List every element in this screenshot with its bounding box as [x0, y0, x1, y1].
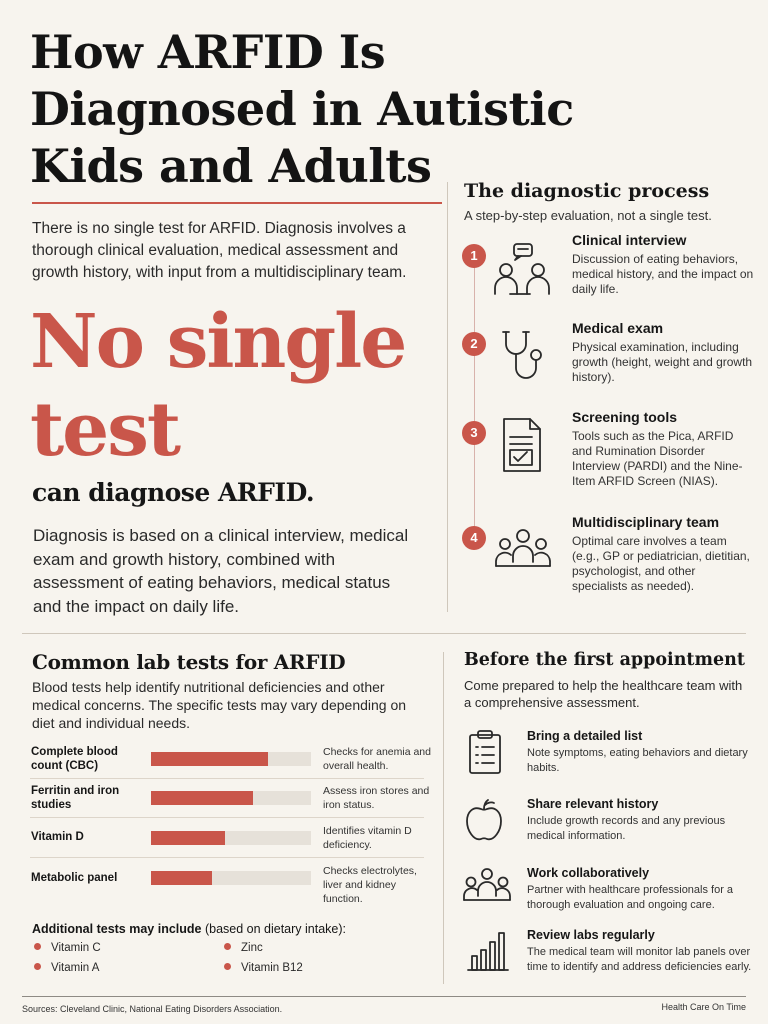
clipboard-list-icon: [469, 730, 501, 774]
title-divider: [32, 202, 442, 204]
before-item-desc: Partner with healthcare professionals fo…: [527, 884, 734, 911]
footer-divider: [22, 996, 746, 997]
lab-row-vitamin-d: Vitamin D Identifies vitamin D deficienc…: [30, 822, 424, 858]
additional-test-label: Vitamin B12: [241, 962, 303, 974]
step-title: Medical exam: [572, 320, 664, 336]
hero-line-1: No single: [30, 299, 407, 385]
step-title: Multidisciplinary team: [572, 514, 720, 530]
lab-bar-fill: [151, 871, 212, 885]
lab-desc: Checks for anemia and overall health.: [323, 746, 431, 772]
step-number: 4: [462, 526, 486, 550]
lab-desc: Assess iron stores and iron status.: [323, 785, 430, 811]
labs-intro: Blood tests help identify nutritional de…: [32, 679, 407, 731]
additional-test-item: Vitamin B12: [224, 962, 303, 974]
lab-name: Metabolic panel: [31, 872, 118, 884]
apple-icon: [466, 799, 502, 841]
lab-name: Vitamin D: [31, 831, 84, 843]
step-title: Screening tools: [572, 409, 678, 425]
lab-bar-track: [151, 791, 311, 805]
additional-test-item: Vitamin C: [34, 942, 101, 954]
process-title: The diagnostic process: [464, 180, 710, 202]
lab-row-cbc: Complete blood count (CBC) Checks for an…: [30, 743, 431, 779]
before-item-desc: Note symptoms, eating behaviors and diet…: [527, 747, 748, 774]
column-divider-bottom: [443, 652, 444, 984]
additional-tests-heading: Additional tests may include (based on d…: [32, 922, 346, 936]
lab-bar-fill: [151, 831, 225, 845]
step-title: Clinical interview: [572, 232, 687, 248]
steps-connector: [474, 256, 475, 542]
people-icon: [463, 868, 511, 901]
step-desc: Optimal care involves a team (e.g., GP o…: [572, 534, 750, 593]
hero-headline: No single test: [30, 298, 440, 474]
additional-test-item: Vitamin A: [34, 962, 99, 974]
lab-bar-track: [151, 871, 311, 885]
bullet-dot: [224, 943, 231, 950]
before-item-title: Work collaboratively: [527, 866, 650, 880]
bullet-dot: [34, 943, 41, 950]
before-subtitle: Come prepared to help the healthcare tea…: [464, 678, 743, 710]
step-desc: Tools such as the Pica, ARFID and Rumina…: [572, 429, 743, 488]
hero-body: Diagnosis is based on a clinical intervi…: [33, 526, 409, 616]
before-item-title: Share relevant history: [527, 797, 659, 811]
bar-chart-icon: [467, 932, 509, 971]
before-item-desc: Include growth records and any previous …: [527, 815, 726, 842]
labs-title: Common lab tests for ARFID: [32, 650, 346, 674]
before-item-title: Review labs regularly: [527, 928, 655, 942]
additional-test-label: Vitamin A: [51, 962, 100, 974]
lab-name: Complete blood count (CBC): [31, 746, 118, 772]
stethoscope-icon: [502, 331, 542, 379]
step-number: 2: [462, 332, 486, 356]
lab-desc: Checks electrolytes, liver and kidney fu…: [323, 865, 417, 905]
intro-text: There is no single test for ARFID. Diagn…: [32, 220, 407, 281]
lab-desc: Identifies vitamin D deficiency.: [323, 825, 412, 851]
footer-brand: Health Care On Time: [661, 1002, 746, 1012]
bullet-dot: [224, 963, 231, 970]
step-number: 1: [462, 244, 486, 268]
column-divider: [447, 182, 448, 612]
before-item-desc: The medical team will monitor lab panels…: [527, 946, 752, 973]
step-desc: Physical examination, including growth (…: [572, 340, 753, 384]
lab-bar-fill: [151, 791, 254, 805]
step-number: 3: [462, 421, 486, 445]
clinical-interview-icon: [494, 243, 550, 295]
lab-bar-track: [151, 752, 311, 766]
document-check-icon: [503, 418, 541, 472]
lab-name: Ferritin and iron studies: [31, 785, 120, 811]
footer-sources: Sources: Cleveland Clinic, National Eati…: [22, 1004, 283, 1014]
step-desc: Discussion of eating behaviors, medical …: [572, 252, 754, 296]
lab-row-ferritin: Ferritin and iron studies Assess iron st…: [30, 782, 429, 818]
page-title: How ARFID Is Diagnosed in Autistic Kids …: [30, 25, 574, 193]
lab-bar-fill: [151, 752, 268, 766]
team-icon: [495, 529, 551, 567]
additional-test-label: Zinc: [241, 942, 263, 954]
lab-row-metabolic: Metabolic panel Checks electrolytes, liv…: [30, 862, 424, 905]
lab-bar-track: [151, 831, 311, 845]
additional-tests-title: Additional tests may include: [32, 922, 202, 936]
before-item-title: Bring a detailed list: [527, 729, 643, 743]
before-title: Before the first appointment: [464, 650, 745, 670]
hero-subheadline: can diagnose ARFID.: [32, 478, 315, 507]
process-subtitle: A step-by-step evaluation, not a single …: [464, 208, 712, 223]
additional-test-item: Zinc: [224, 942, 263, 954]
additional-test-label: Vitamin C: [51, 942, 101, 954]
hero-line-2: test: [30, 387, 181, 473]
additional-tests-note: (based on dietary intake):: [201, 922, 347, 936]
bullet-dot: [34, 963, 41, 970]
section-divider: [22, 633, 746, 634]
